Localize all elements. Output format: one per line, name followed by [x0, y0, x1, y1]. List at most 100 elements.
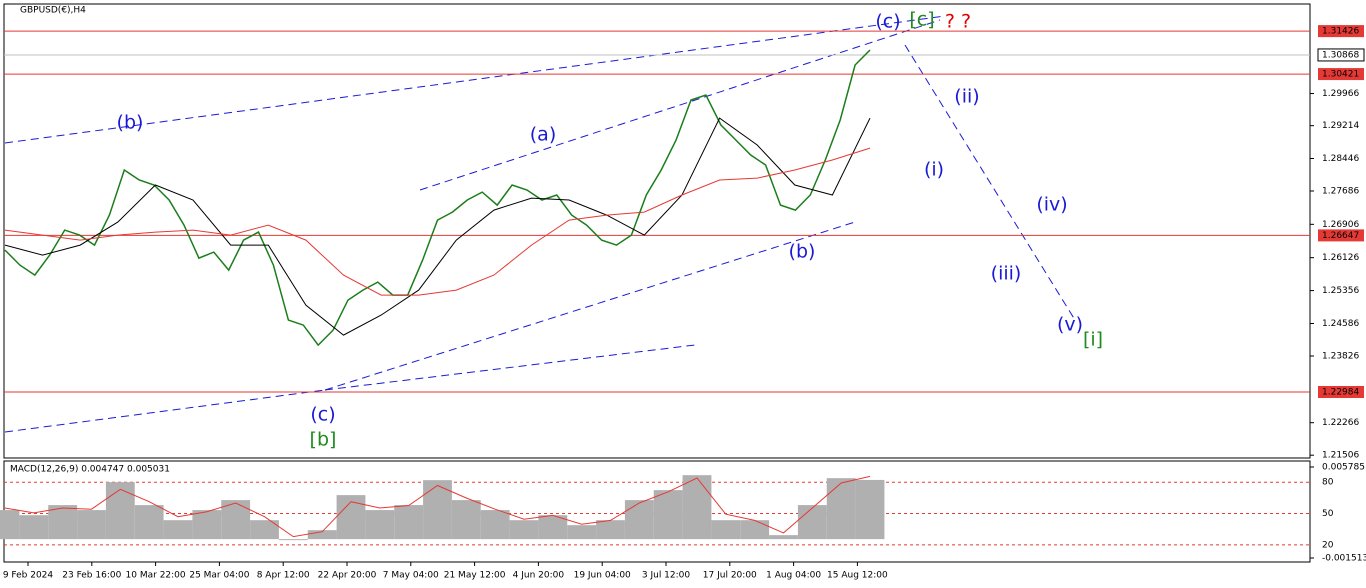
- x-tick-label: 25 Mar 04:00: [189, 571, 249, 581]
- macd-bar: [336, 495, 366, 540]
- level-label: 1.22984: [1322, 387, 1359, 397]
- x-tick-label: 10 Mar 22:00: [126, 571, 186, 581]
- macd-bar: [682, 475, 712, 540]
- moving-average: [4, 147, 871, 296]
- macd-bar: [740, 520, 770, 540]
- macd-bar: [134, 505, 164, 540]
- wave-label: (a): [530, 124, 556, 146]
- last-price-label: 1.30868: [1322, 50, 1359, 60]
- wave-label: (v): [1057, 314, 1083, 336]
- y-tick-label: 1.21506: [1322, 451, 1359, 461]
- macd-bar: [365, 510, 395, 540]
- macd-bar: [192, 510, 222, 540]
- macd-tick-label: 0.005785: [1322, 463, 1365, 473]
- y-tick-label: 1.29214: [1322, 121, 1359, 131]
- macd-bar: [538, 515, 568, 540]
- macd-bar: [307, 530, 337, 540]
- macd-title: MACD(12,26,9) 0.004747 0.005031: [10, 465, 170, 475]
- macd-bar: [653, 490, 683, 540]
- macd-bar: [0, 510, 20, 540]
- level-label: 1.30421: [1322, 70, 1359, 80]
- price-frame: [3, 3, 1311, 459]
- macd-signal: [4, 475, 871, 538]
- x-tick-label: 3 Jul 12:00: [642, 571, 691, 581]
- moving-average: [4, 117, 871, 336]
- y-tick-label: 1.28446: [1322, 154, 1359, 164]
- wave-label: [b]: [310, 429, 337, 451]
- macd-bar: [163, 520, 193, 540]
- macd-bar: [48, 505, 78, 540]
- macd-bar: [451, 500, 481, 540]
- macd-bar: [394, 505, 424, 540]
- x-tick-label: 7 May 04:00: [383, 571, 439, 581]
- y-tick-label: 1.27686: [1322, 186, 1359, 196]
- wave-label: (b): [117, 112, 144, 134]
- last-price-box: [1317, 48, 1365, 62]
- x-tick-label: 17 Jul 20:00: [703, 571, 757, 581]
- macd-bar: [567, 525, 597, 540]
- x-tick-label: 8 Apr 12:00: [257, 571, 310, 581]
- macd-level-label: 80: [1322, 478, 1334, 488]
- macd-level-label: 50: [1322, 509, 1334, 519]
- price-line: [4, 49, 871, 347]
- macd-bar: [221, 500, 251, 540]
- macd-level-label: 20: [1322, 540, 1334, 550]
- y-tick-label: 1.26906: [1322, 220, 1359, 230]
- macd-bar: [797, 505, 827, 540]
- level-label: 1.26647: [1322, 231, 1359, 241]
- level-label-box: [1318, 25, 1364, 38]
- chart-title: GBPUSD(€),H4: [20, 6, 86, 16]
- macd-bar: [624, 500, 654, 540]
- trend-line: [419, 19, 941, 191]
- macd-bar: [711, 520, 741, 540]
- x-tick-label: 15 Aug 12:00: [827, 571, 888, 581]
- macd-bar: [769, 535, 798, 540]
- wave-label: [i]: [1083, 329, 1103, 351]
- x-tick-label: 21 May 12:00: [444, 571, 506, 581]
- x-tick-label: 4 Jun 20:00: [513, 571, 565, 581]
- wave-label: [c]: [909, 9, 934, 31]
- y-tick-label: 1.24586: [1322, 319, 1359, 329]
- trend-line: [4, 15, 946, 144]
- level-label-box: [1318, 68, 1364, 81]
- y-tick-label: 1.25356: [1322, 286, 1359, 296]
- level-label-box: [1318, 385, 1364, 398]
- macd-bar: [278, 539, 308, 541]
- macd-bar: [250, 520, 279, 540]
- x-tick-label: 1 Aug 04:00: [766, 571, 821, 581]
- y-tick-label: 1.26126: [1322, 253, 1359, 263]
- y-tick-label: 1.29966: [1322, 89, 1359, 99]
- y-tick-label: 1.23826: [1322, 351, 1359, 361]
- macd-bar: [480, 510, 510, 540]
- wave-label: (c): [310, 404, 335, 426]
- wave-label: (iv): [1036, 194, 1067, 216]
- trend-lines: [4, 15, 1076, 433]
- macd-tick-label: -0.001513: [1322, 554, 1366, 564]
- macd-bar: [423, 480, 452, 540]
- trend-line: [4, 389, 326, 433]
- wave-label: (ii): [954, 86, 979, 108]
- x-tick-label: 22 Apr 20:00: [318, 571, 377, 581]
- macd-bar: [77, 510, 106, 540]
- wave-label: (c): [875, 11, 900, 33]
- x-tick-label: 9 Feb 2024: [3, 571, 54, 581]
- level-label: 1.31426: [1322, 27, 1359, 37]
- wave-label: (i): [924, 159, 944, 181]
- macd-bar: [19, 515, 49, 540]
- trend-line: [904, 44, 1076, 321]
- wave-label: ? ?: [945, 11, 971, 33]
- x-tick-label: 19 Jun 04:00: [574, 571, 631, 581]
- x-tick-label: 23 Feb 16:00: [62, 571, 121, 581]
- macd-bar: [105, 482, 135, 540]
- wave-label: (b): [789, 241, 816, 263]
- level-label-box: [1318, 229, 1364, 242]
- macd-bar: [509, 520, 539, 540]
- trend-line: [324, 344, 696, 391]
- y-tick-label: 1.22266: [1322, 418, 1359, 428]
- macd-bar: [596, 520, 625, 540]
- trend-line: [324, 221, 856, 391]
- macd-bar: [826, 478, 856, 540]
- macd-bar: [855, 479, 885, 540]
